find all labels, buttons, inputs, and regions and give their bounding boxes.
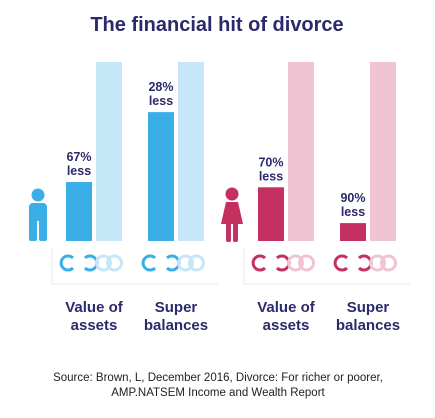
category-label: Super [155, 299, 198, 316]
category-label: Value of [257, 299, 316, 316]
value-bar [66, 181, 92, 241]
source-line-1: Source: Brown, L, December 2016, Divorce… [53, 372, 383, 384]
data-label: 28% [148, 80, 173, 94]
reference-bar [178, 62, 204, 241]
value-bar [148, 112, 174, 242]
value-bar [258, 187, 284, 241]
source-line-2: AMP.NATSEM Income and Wealth Report [111, 387, 325, 399]
category-label: balances [336, 317, 400, 334]
chart-title: The financial hit of divorce [90, 14, 343, 36]
data-label: less [259, 169, 283, 183]
category-label: assets [263, 317, 310, 334]
data-label: less [149, 94, 173, 108]
value-bar [340, 223, 366, 241]
reference-bar [288, 62, 314, 241]
data-label: 90% [340, 191, 365, 205]
category-label: Super [347, 299, 390, 316]
reference-bar [96, 62, 122, 241]
rings-icon [59, 254, 123, 272]
man-icon [29, 188, 47, 241]
data-label: less [341, 205, 365, 219]
rings-icon [141, 254, 205, 272]
data-label: 70% [258, 155, 283, 169]
reference-bar [370, 62, 396, 241]
woman-icon [221, 187, 243, 242]
rings-icon [251, 254, 315, 272]
data-label: less [67, 164, 91, 178]
category-label: Value of [65, 299, 124, 316]
data-label: 67% [66, 150, 91, 164]
category-label: balances [144, 317, 208, 334]
rings-icon [333, 254, 397, 272]
category-label: assets [71, 317, 118, 334]
